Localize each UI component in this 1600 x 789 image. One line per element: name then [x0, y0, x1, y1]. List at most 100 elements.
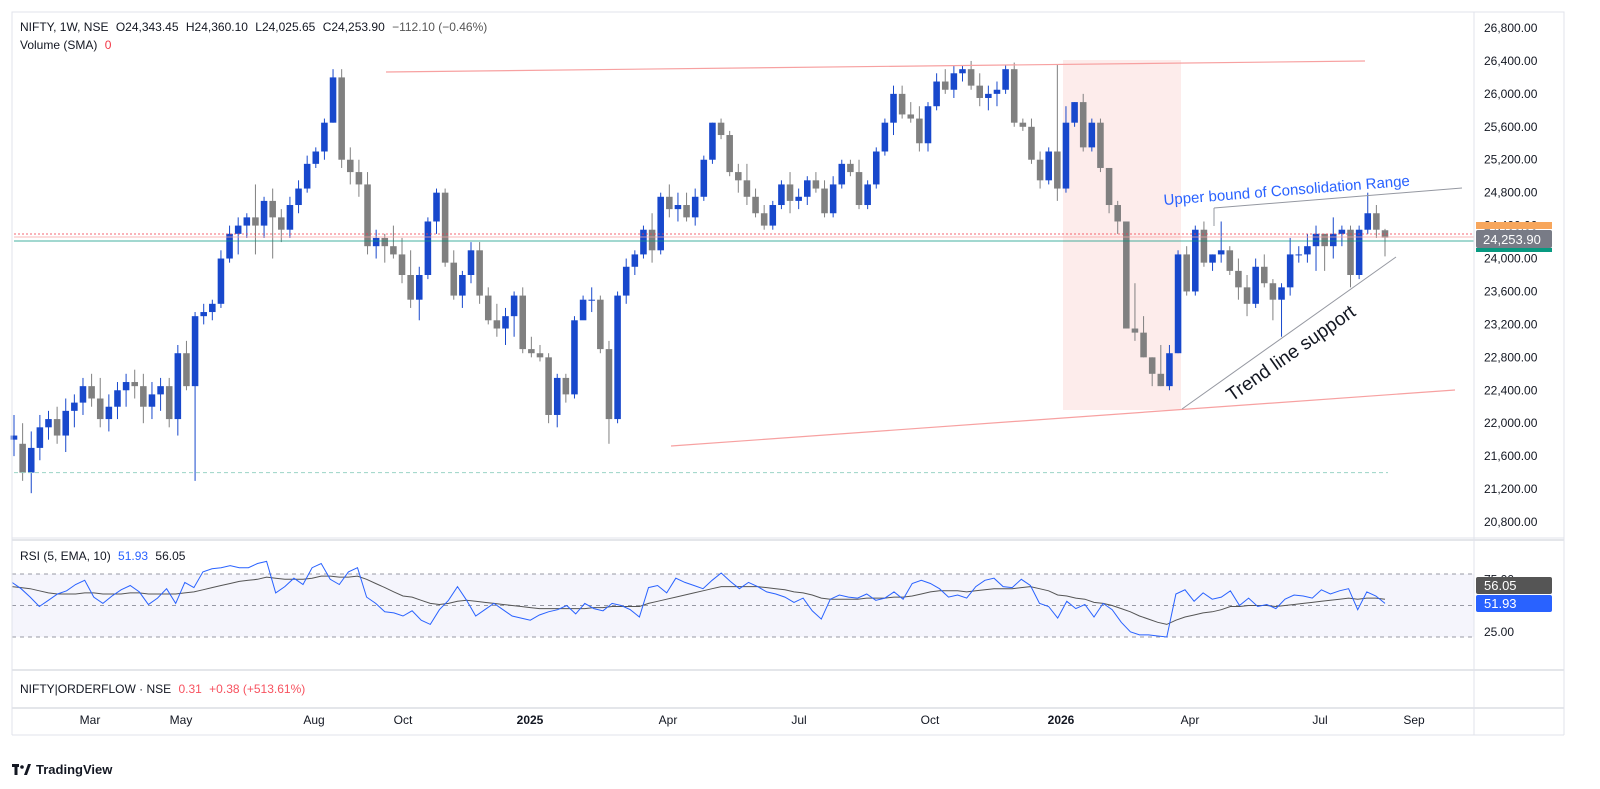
candle-body — [347, 159, 354, 173]
rsi-line — [11, 560, 1386, 638]
candle-body — [502, 316, 509, 329]
candle-body — [829, 184, 837, 214]
candle-body — [622, 266, 630, 296]
price-pane[interactable]: Upper bound of Consolidation Range Trend … — [10, 60, 1474, 494]
price-tag-marker — [1476, 222, 1552, 229]
last-price-tag — [1476, 230, 1552, 248]
candle — [398, 237, 406, 284]
candle — [381, 233, 389, 263]
price-tick-label: 21,600.00 — [1484, 449, 1538, 463]
candle — [260, 196, 268, 238]
candle — [1114, 200, 1121, 234]
change-value: −112.10 (−0.46%) — [392, 20, 488, 34]
candle — [1140, 316, 1147, 358]
price-tick-label: 25,200.00 — [1484, 153, 1538, 167]
open-value: O24,343.45 — [115, 20, 179, 34]
candle — [959, 65, 966, 82]
candle — [148, 382, 156, 420]
candle — [321, 118, 328, 160]
candle — [62, 398, 70, 453]
candle-body — [1217, 250, 1225, 255]
candle-body — [804, 180, 811, 197]
candle — [993, 81, 1001, 107]
time-tick-label: Oct — [394, 713, 413, 727]
candle-body — [605, 349, 613, 420]
candle — [622, 258, 630, 304]
candle-body — [1045, 151, 1052, 181]
candle — [493, 303, 501, 337]
price-tick-label: 23,200.00 — [1484, 317, 1538, 331]
candle-body — [709, 122, 716, 160]
candle-body — [967, 69, 975, 86]
candle — [1123, 221, 1130, 329]
candle — [872, 147, 880, 189]
candle-body — [19, 443, 26, 473]
price-axis[interactable]: 26,800.00 26,400.00 26,000.00 25,600.00 25,2… — [1476, 21, 1552, 639]
time-tick-label: Apr — [1181, 713, 1200, 727]
candle-body — [743, 180, 751, 197]
candle — [1286, 237, 1294, 296]
orderflow-label[interactable]: NIFTY|ORDERFLOW · NSE — [20, 682, 172, 696]
price-tick-label: 21,200.00 — [1484, 482, 1538, 496]
candle-body — [148, 394, 156, 407]
tradingview-brand[interactable]: TradingView — [12, 762, 112, 777]
candle — [338, 69, 345, 168]
candle — [364, 172, 371, 255]
candle-body — [597, 299, 604, 350]
time-tick-label: Mar — [80, 713, 101, 727]
candle-body — [157, 386, 164, 395]
price-tick-label: 22,800.00 — [1484, 350, 1538, 364]
candle — [1355, 225, 1363, 280]
candle-body — [1036, 159, 1044, 181]
candle — [269, 188, 276, 259]
candle-body — [79, 386, 87, 403]
candle-body — [45, 419, 52, 428]
candle — [700, 155, 708, 201]
volume-legend: Volume (SMA) 0 — [20, 38, 115, 52]
candle — [916, 106, 923, 152]
candle-body — [528, 349, 535, 354]
candle-body — [243, 217, 251, 226]
candle-body — [1010, 69, 1018, 123]
rsi-label[interactable]: RSI (5, EMA, 10) — [20, 549, 111, 563]
candle-body — [174, 353, 182, 420]
candle-body — [1321, 233, 1328, 247]
candle — [1217, 221, 1225, 263]
time-tick-label: Oct — [921, 713, 940, 727]
volume-label[interactable]: Volume (SMA) — [20, 38, 98, 52]
candle — [1071, 102, 1078, 127]
candle — [519, 287, 527, 354]
candle — [657, 192, 664, 255]
candle-body — [381, 237, 389, 247]
candle — [726, 130, 733, 177]
candle — [1036, 151, 1044, 189]
candle-body — [916, 118, 923, 144]
candle — [1347, 225, 1354, 288]
candle-body — [1364, 213, 1372, 230]
candle — [200, 303, 207, 325]
candle — [226, 225, 233, 263]
symbol-label[interactable]: NIFTY, 1W, NSE — [20, 20, 109, 34]
candle-body — [890, 93, 897, 123]
candle-body — [648, 229, 656, 251]
candle-body — [1183, 254, 1190, 292]
rsi-pane[interactable] — [11, 560, 1474, 638]
candle — [105, 394, 113, 432]
candle-body — [122, 382, 130, 391]
candle-body — [450, 262, 458, 296]
candle-body — [278, 217, 285, 230]
candle — [355, 159, 363, 197]
candle — [778, 180, 785, 210]
candle — [838, 159, 846, 189]
candle-body — [726, 135, 733, 173]
candle — [157, 377, 164, 411]
rsi-ema-value: 56.05 — [155, 549, 186, 563]
price-tick-label: 24,000.00 — [1484, 252, 1538, 266]
candle-body — [200, 312, 207, 317]
time-tick-label: Jul — [791, 713, 806, 727]
candle-body — [1131, 328, 1139, 333]
candle — [467, 242, 475, 284]
time-axis[interactable]: Mar May Aug Oct 2025 Apr Jul Oct 2026 Apr Jul Sep — [80, 713, 1425, 727]
candle-body — [510, 295, 518, 317]
